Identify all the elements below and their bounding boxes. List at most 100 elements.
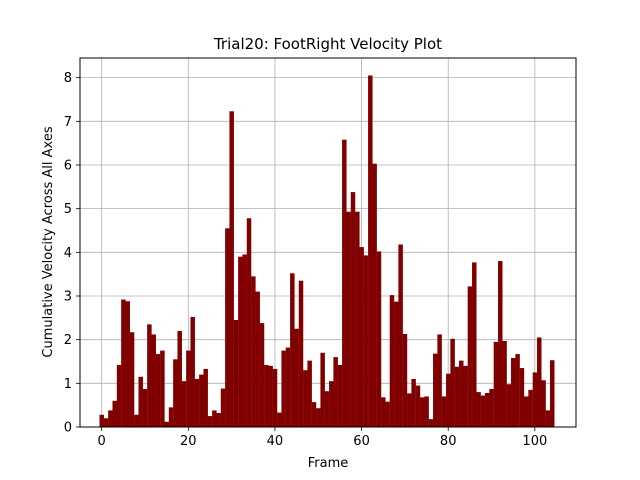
y-tick-label: 1 [64, 377, 72, 392]
bar [389, 295, 395, 427]
bar [181, 381, 187, 427]
x-tick-label: 60 [353, 434, 370, 449]
bar [125, 301, 130, 427]
bar [151, 334, 156, 427]
bar [515, 354, 520, 427]
x-axis-label: Frame [308, 456, 349, 471]
y-tick-label: 4 [64, 246, 72, 261]
x-tick-label: 80 [440, 434, 457, 449]
bar [550, 360, 555, 427]
x-tick-label: 20 [180, 434, 197, 449]
bar [489, 389, 494, 427]
bar [355, 211, 360, 427]
y-tick-label: 0 [64, 421, 72, 436]
bar [203, 368, 208, 427]
bar [376, 251, 382, 427]
bar [142, 389, 148, 427]
bar [147, 324, 152, 427]
y-axis-label: Cumulative Velocity Across All Axes [41, 126, 56, 357]
bar [320, 352, 325, 427]
bar-series [99, 75, 555, 428]
bar [277, 412, 282, 427]
bar [225, 228, 230, 427]
plot-frame [79, 57, 577, 428]
bar [324, 391, 330, 427]
bar [112, 400, 117, 427]
bar [454, 366, 460, 427]
bar [537, 337, 542, 427]
bar [437, 334, 442, 427]
bar [316, 408, 321, 427]
bar [121, 299, 126, 427]
bar [441, 396, 447, 427]
bar [402, 333, 408, 427]
bar [190, 316, 195, 427]
bar [238, 256, 243, 427]
bar [246, 218, 252, 427]
bar [216, 413, 221, 427]
bar [472, 262, 477, 427]
x-axis: 0 20 40 60 80 100 [98, 427, 547, 449]
bar [459, 360, 464, 427]
bar [298, 280, 304, 427]
x-tick-label: 0 [98, 434, 106, 449]
bar [307, 360, 312, 427]
bar [480, 395, 486, 427]
bar [493, 341, 499, 427]
bar [290, 273, 295, 427]
bar [519, 368, 525, 427]
bar [311, 402, 317, 427]
y-tick-label: 2 [64, 333, 72, 348]
bar [411, 378, 416, 427]
bar [155, 354, 161, 427]
bar [350, 192, 356, 427]
bar [415, 385, 421, 427]
bar [346, 211, 351, 427]
bar [541, 380, 546, 427]
bar [424, 396, 429, 427]
bar [420, 397, 425, 427]
bar [103, 418, 109, 427]
bar [207, 416, 213, 427]
bar [194, 378, 200, 427]
bar [259, 323, 265, 427]
bar [303, 370, 308, 427]
bar [268, 365, 273, 427]
bar [138, 376, 143, 427]
bar [108, 410, 113, 427]
bar [116, 364, 122, 427]
bar [281, 350, 286, 427]
bar [242, 254, 247, 427]
bar [506, 384, 512, 427]
bar [407, 393, 412, 427]
bar [342, 139, 347, 428]
bar [160, 350, 165, 427]
bar [502, 340, 507, 427]
bar [329, 381, 334, 427]
chart-title: Trial20: FootRight Velocity Plot [213, 35, 442, 53]
bar [173, 359, 178, 427]
y-tick-label: 3 [64, 289, 72, 304]
bar [251, 276, 256, 427]
bar [99, 414, 104, 427]
bar [446, 373, 451, 427]
bar [385, 401, 390, 427]
bar [381, 397, 386, 427]
bar [212, 410, 217, 427]
bar [337, 364, 343, 427]
bar [186, 350, 191, 427]
bar [545, 410, 551, 427]
bar [532, 372, 538, 427]
bar [528, 389, 533, 427]
bar [134, 414, 139, 427]
bar [220, 388, 226, 427]
y-tick-label: 5 [64, 202, 72, 217]
y-tick-label: 8 [64, 71, 72, 86]
bar [398, 244, 403, 427]
bar [467, 286, 473, 427]
bar [233, 320, 239, 427]
bar [264, 364, 269, 427]
bar [199, 374, 204, 427]
bar [129, 332, 135, 427]
